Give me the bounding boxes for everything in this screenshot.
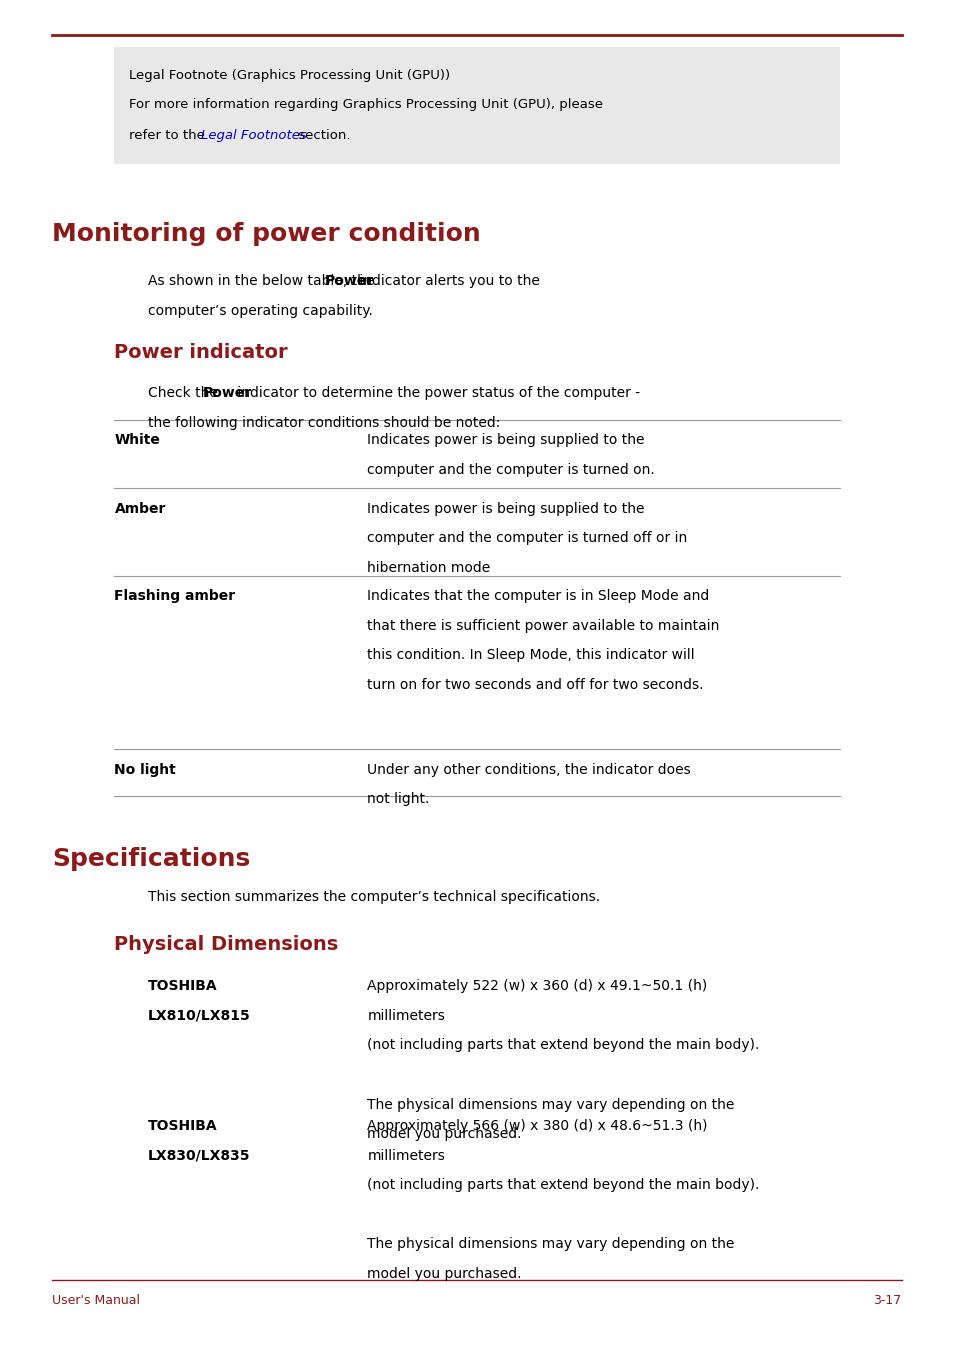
Text: Specifications: Specifications (52, 847, 251, 872)
Text: Power indicator: Power indicator (114, 343, 288, 362)
Text: Amber: Amber (114, 502, 166, 515)
Text: For more information regarding Graphics Processing Unit (GPU), please: For more information regarding Graphics … (129, 98, 602, 112)
Text: turn on for two seconds and off for two seconds.: turn on for two seconds and off for two … (367, 678, 703, 691)
Text: White: White (114, 433, 160, 447)
Text: hibernation mode: hibernation mode (367, 561, 490, 574)
Text: No light: No light (114, 763, 176, 776)
Text: computer and the computer is turned on.: computer and the computer is turned on. (367, 463, 655, 476)
Text: (not including parts that extend beyond the main body).: (not including parts that extend beyond … (367, 1038, 759, 1052)
Text: Indicates power is being supplied to the: Indicates power is being supplied to the (367, 433, 644, 447)
Text: 3-17: 3-17 (872, 1294, 901, 1307)
Text: User's Manual: User's Manual (52, 1294, 140, 1307)
Text: Approximately 522 (w) x 360 (d) x 49.1~50.1 (h): Approximately 522 (w) x 360 (d) x 49.1~5… (367, 979, 707, 993)
Text: refer to the: refer to the (129, 129, 209, 143)
Text: TOSHIBA: TOSHIBA (148, 1119, 217, 1132)
Text: Legal Footnotes: Legal Footnotes (200, 129, 306, 143)
Text: (not including parts that extend beyond the main body).: (not including parts that extend beyond … (367, 1178, 759, 1192)
Text: This section summarizes the computer’s technical specifications.: This section summarizes the computer’s t… (148, 890, 599, 904)
Text: computer and the computer is turned off or in: computer and the computer is turned off … (367, 531, 687, 545)
Text: model you purchased.: model you purchased. (367, 1127, 521, 1141)
FancyBboxPatch shape (114, 47, 839, 164)
Text: Approximately 566 (w) x 380 (d) x 48.6~51.3 (h): Approximately 566 (w) x 380 (d) x 48.6~5… (367, 1119, 707, 1132)
Text: millimeters: millimeters (367, 1009, 445, 1022)
Text: indicator to determine the power status of the computer -: indicator to determine the power status … (233, 386, 639, 399)
Text: millimeters: millimeters (367, 1149, 445, 1162)
Text: Legal Footnote (Graphics Processing Unit (GPU)): Legal Footnote (Graphics Processing Unit… (129, 69, 450, 82)
Text: Monitoring of power condition: Monitoring of power condition (52, 222, 480, 246)
Text: Check the: Check the (148, 386, 222, 399)
Text: indicator alerts you to the: indicator alerts you to the (355, 274, 538, 288)
Text: Under any other conditions, the indicator does: Under any other conditions, the indicato… (367, 763, 690, 776)
Text: model you purchased.: model you purchased. (367, 1267, 521, 1280)
Text: Power: Power (325, 274, 374, 288)
Text: Physical Dimensions: Physical Dimensions (114, 935, 338, 954)
Text: computer’s operating capability.: computer’s operating capability. (148, 304, 373, 317)
Text: The physical dimensions may vary depending on the: The physical dimensions may vary dependi… (367, 1237, 734, 1251)
Text: LX810/LX815: LX810/LX815 (148, 1009, 251, 1022)
Text: The physical dimensions may vary depending on the: The physical dimensions may vary dependi… (367, 1098, 734, 1111)
Text: LX830/LX835: LX830/LX835 (148, 1149, 250, 1162)
Text: the following indicator conditions should be noted:: the following indicator conditions shoul… (148, 416, 499, 429)
Text: Flashing amber: Flashing amber (114, 589, 235, 603)
Text: section.: section. (294, 129, 350, 143)
Text: Indicates power is being supplied to the: Indicates power is being supplied to the (367, 502, 644, 515)
Text: Indicates that the computer is in Sleep Mode and: Indicates that the computer is in Sleep … (367, 589, 709, 603)
Text: Power: Power (203, 386, 252, 399)
Text: As shown in the below table, the: As shown in the below table, the (148, 274, 378, 288)
Text: not light.: not light. (367, 792, 429, 806)
Text: this condition. In Sleep Mode, this indicator will: this condition. In Sleep Mode, this indi… (367, 648, 694, 662)
Text: that there is sufficient power available to maintain: that there is sufficient power available… (367, 619, 719, 632)
Text: TOSHIBA: TOSHIBA (148, 979, 217, 993)
